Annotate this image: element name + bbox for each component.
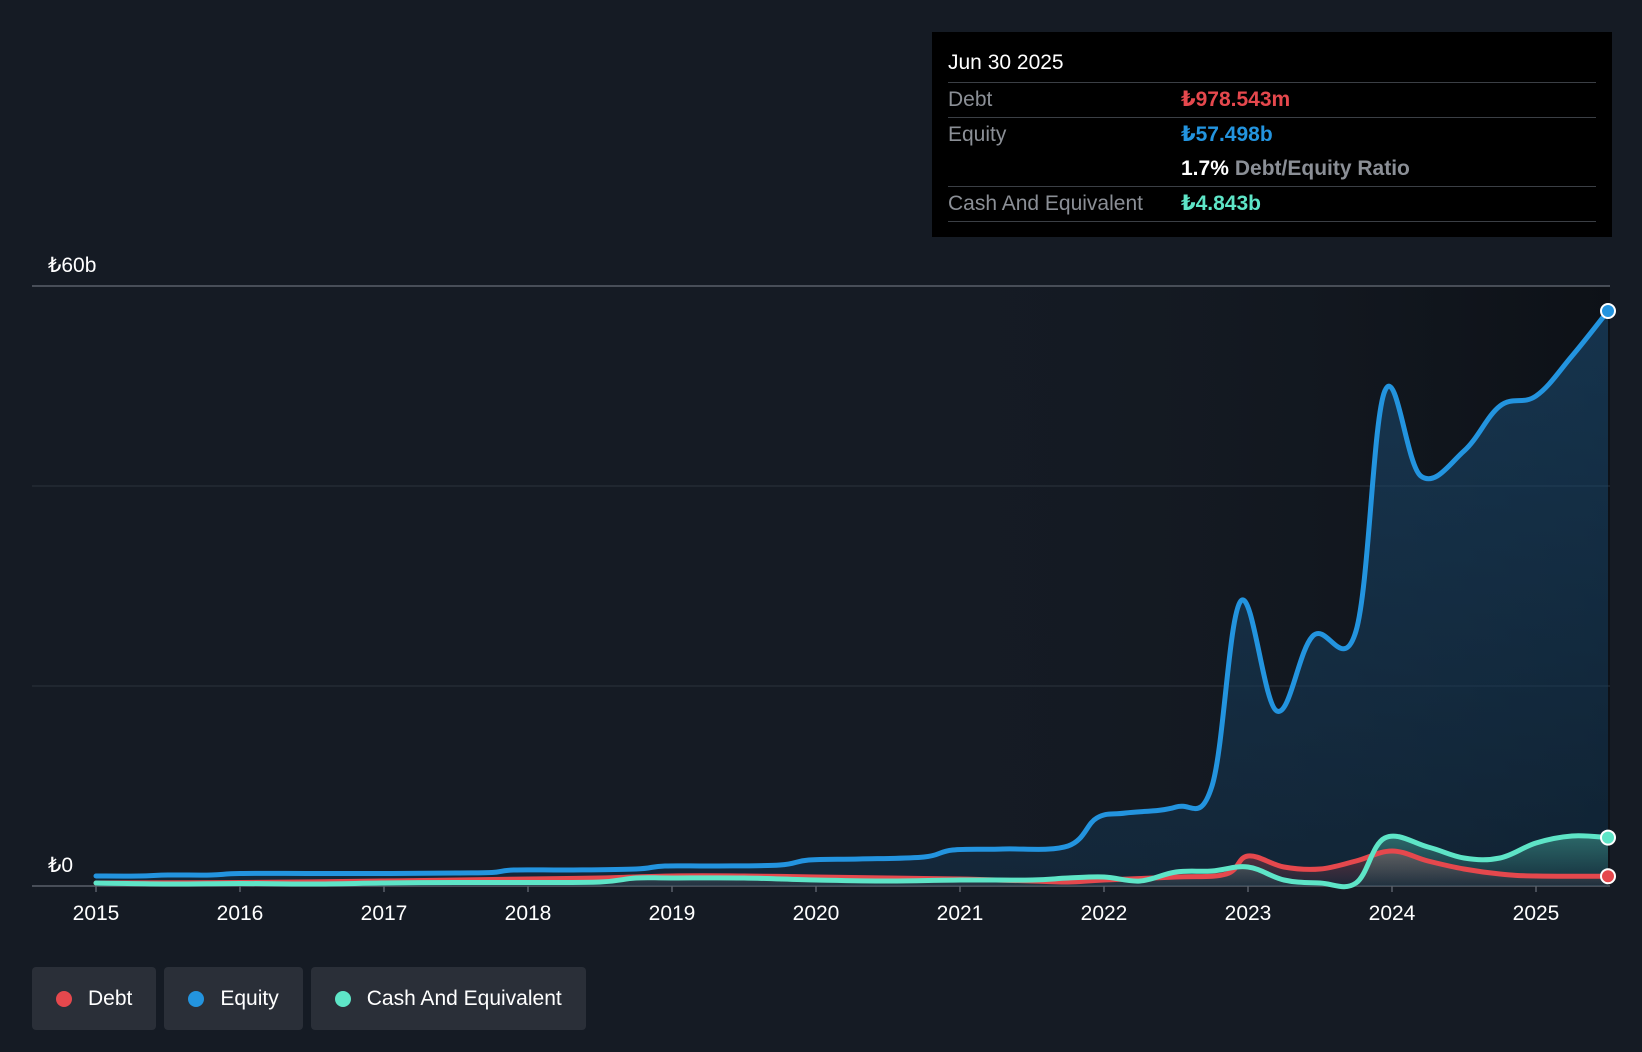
tooltip-ratio-value: 1.7% — [1181, 157, 1229, 180]
series-lines — [93, 308, 1611, 890]
y-tick-label-0: ₺0 — [48, 854, 73, 877]
tooltip-ratio-row: 1.7% Debt/Equity Ratio — [948, 152, 1596, 186]
x-tick-label-2023: 2023 — [1225, 902, 1272, 925]
x-tick-label-2020: 2020 — [793, 902, 840, 925]
cash-and-equivalent-line — [93, 833, 1611, 890]
cash-and-equivalent-end-marker[interactable] — [1600, 829, 1616, 846]
debt-end-marker[interactable] — [1600, 868, 1616, 885]
x-tick-label-2015: 2015 — [73, 902, 120, 925]
tooltip-cash-label: Cash And Equivalent — [948, 192, 1143, 215]
y-axis: ₺60b ₺0 — [48, 254, 96, 877]
equity-line — [93, 308, 1611, 879]
tooltip-cash-row: Cash And Equivalent ₺4.843b — [948, 186, 1596, 222]
tooltip-equity-row: Equity ₺57.498b — [948, 117, 1596, 152]
equity-dot-icon — [188, 990, 205, 1007]
x-tick-label-2024: 2024 — [1369, 902, 1416, 925]
tooltip-debt-row: Debt ₺978.543m — [948, 82, 1596, 117]
legend-item-debt[interactable]: Debt — [32, 967, 157, 1030]
x-tick-label-2025: 2025 — [1513, 902, 1560, 925]
legend: Debt Equity Cash And Equivalent — [32, 967, 586, 1030]
tooltip-debt-value: ₺978.543m — [1181, 88, 1291, 111]
legend-label-equity: Equity — [220, 986, 279, 1010]
x-tick-label-2021: 2021 — [937, 902, 984, 925]
x-tick-label-2017: 2017 — [361, 902, 408, 925]
debt-line — [93, 848, 1611, 886]
legend-item-equity[interactable]: Equity — [164, 967, 303, 1030]
x-tick-label-2019: 2019 — [649, 902, 696, 925]
tooltip-equity-label: Equity — [948, 123, 1007, 146]
series-end-markers — [1600, 303, 1616, 885]
x-tick-label-2016: 2016 — [217, 902, 264, 925]
tooltip-debt-label: Debt — [948, 88, 993, 111]
legend-item-cash[interactable]: Cash And Equivalent — [310, 967, 586, 1030]
cash-dot-icon — [334, 990, 351, 1007]
x-axis: 2015 2016 2017 2018 2019 2020 2021 2022 2023 2024… — [73, 886, 1560, 925]
debt-dot-icon — [56, 990, 72, 1007]
x-tick-label-2018: 2018 — [505, 902, 552, 925]
y-tick-label-60: ₺60b — [48, 254, 96, 277]
x-tick-label-2022: 2022 — [1081, 902, 1128, 925]
equity-area — [96, 311, 1608, 886]
tooltip-cash-value: ₺4.843b — [1181, 192, 1261, 215]
tooltip-equity-value: ₺57.498b — [1181, 123, 1273, 146]
equity-end-marker[interactable] — [1600, 303, 1616, 319]
tooltip-ratio-label: Debt/Equity Ratio — [1234, 157, 1410, 180]
legend-label-cash: Cash And Equivalent — [366, 986, 562, 1010]
legend-label-debt: Debt — [88, 986, 133, 1010]
tooltip: Jun 30 2025 Debt ₺978.543m Equity ₺57.49… — [932, 32, 1612, 237]
tooltip-date: Jun 30 2025 — [948, 51, 1064, 74]
